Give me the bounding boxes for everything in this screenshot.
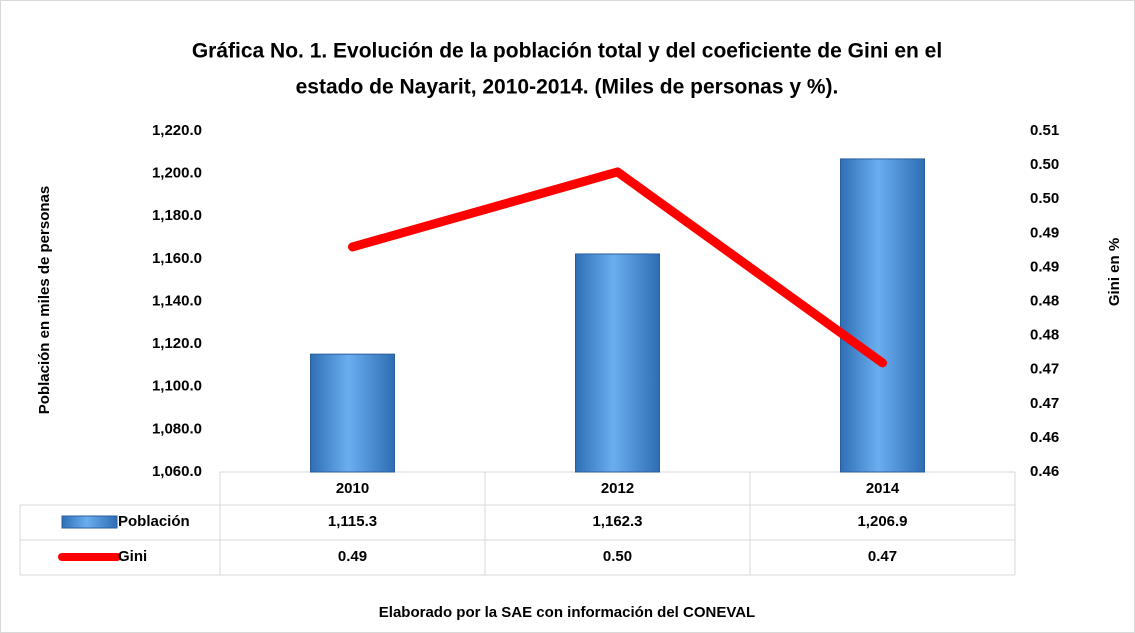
y-tick-label: 1,120.0 [152,335,202,352]
table-value: 1,206.9 [857,513,907,530]
y-tick-label: 1,180.0 [152,207,202,224]
y2-tick-label: 0.49 [1030,224,1059,241]
y2-tick-label: 0.48 [1030,292,1059,309]
legend-swatch [61,515,118,529]
y-tick-label: 1,100.0 [152,378,202,395]
chart-title: estado de Nayarit, 2010-2014. (Miles de … [296,76,839,99]
y2-tick-label: 0.48 [1030,327,1059,344]
y-tick-label: 1,200.0 [152,165,202,182]
table-value: 1,162.3 [592,513,642,530]
table-value: 0.50 [603,548,632,565]
y2-tick-label: 0.50 [1030,156,1059,173]
bar [840,158,925,473]
bar [310,353,395,473]
y-tick-label: 1,060.0 [152,463,202,480]
table-value: 1,115.3 [328,513,377,530]
y2-tick-label: 0.47 [1030,361,1059,378]
y2-tick-label: 0.46 [1030,429,1059,446]
x-tick-label: 2012 [601,480,634,497]
y2-tick-label: 0.49 [1030,258,1059,275]
y2-tick-label: 0.46 [1030,463,1059,480]
y2-tick-label: 0.50 [1030,190,1059,207]
x-tick-label: 2010 [336,480,369,497]
footer: Elaborado por la SAE con información del… [379,604,755,621]
y-tick-label: 1,140.0 [152,292,202,309]
legend-label: Población [118,513,190,530]
y2-tick-label: 0.51 [1030,122,1059,139]
x-tick-label: 2014 [866,480,900,497]
y-tick-label: 1,220.0 [152,122,202,139]
y-tick-label: 1,160.0 [152,250,202,267]
y-axis-title: Población en miles de personas [36,186,53,414]
line [348,167,887,368]
legend-label: Gini [118,548,147,565]
y2-tick-label: 0.47 [1030,395,1059,412]
chart-title: Gráfica No. 1. Evolución de la población… [192,40,942,63]
y-tick-label: 1,080.0 [152,420,202,437]
table-value: 0.49 [338,548,367,565]
table-value: 0.47 [868,548,897,565]
y2-axis-title: Gini en % [1106,238,1123,306]
bar [575,253,660,473]
